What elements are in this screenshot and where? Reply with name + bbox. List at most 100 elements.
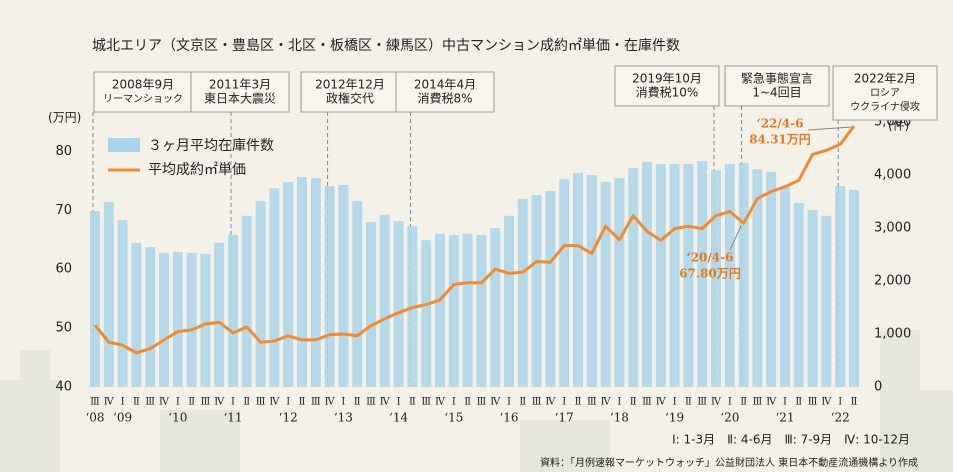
bar (517, 198, 528, 387)
x-tick-label: Ⅱ (188, 397, 195, 408)
legend-label: ３ヶ月平均在庫件数 (148, 137, 274, 154)
bar (835, 186, 846, 387)
x-tick-label: Ⅲ (808, 397, 818, 408)
bar (586, 175, 597, 387)
x-tick-label: Ⅳ (159, 397, 170, 408)
x-tick-label: Ⅲ (201, 397, 211, 408)
x-tick-label: Ⅰ (231, 397, 235, 408)
year-label: ‘22 (831, 411, 850, 425)
bar (849, 189, 859, 387)
bar (600, 181, 611, 387)
x-tick-label: Ⅰ (452, 397, 456, 408)
bar (628, 168, 639, 387)
bar (780, 186, 790, 387)
event-text: 消費税8% (417, 91, 472, 106)
year-label: ‘13 (334, 411, 353, 425)
bar (545, 190, 556, 387)
x-tick-label: Ⅱ (795, 397, 802, 408)
x-tick-label: Ⅳ (214, 397, 225, 408)
y2-tick-label: 3,000 (874, 221, 911, 236)
bar (228, 234, 238, 387)
bar (448, 234, 459, 387)
bar (90, 211, 100, 387)
bar (697, 161, 708, 387)
x-tick-label: Ⅰ (121, 397, 125, 408)
y2-axis-label: (件) (888, 119, 909, 133)
x-tick-label: Ⅱ (519, 397, 526, 408)
event-text: リーマンショック (103, 93, 183, 105)
event-text: 消費税10% (636, 85, 699, 100)
bar (752, 169, 763, 387)
x-tick-label: Ⅰ (838, 397, 842, 408)
event-text: 1~4回目 (752, 86, 801, 100)
event-text: ウクライナ侵攻 (850, 100, 920, 113)
legend-swatch (108, 138, 140, 152)
x-tick-label: Ⅳ (711, 397, 722, 408)
bar (200, 253, 211, 387)
year-label: ‘14 (389, 411, 408, 425)
bar (145, 247, 156, 387)
x-tick-label: Ⅲ (642, 397, 652, 408)
x-tick-label: Ⅳ (435, 397, 446, 408)
bar (366, 222, 376, 387)
year-label: ‘15 (444, 411, 463, 425)
bar (352, 200, 363, 387)
x-tick-label: Ⅳ (766, 397, 777, 408)
point-label: ‘22/4-6 (757, 117, 804, 131)
point-label: ‘20/4-6 (687, 251, 734, 265)
bar (669, 163, 680, 387)
y-tick-label: 40 (55, 380, 72, 395)
bar (338, 185, 349, 387)
x-tick-label: Ⅳ (380, 397, 391, 408)
year-label: ‘12 (279, 411, 298, 425)
x-tick-label: Ⅲ (532, 397, 542, 408)
y-tick-label: 70 (55, 203, 72, 218)
bar (476, 234, 487, 387)
x-tick-label: Ⅳ (104, 397, 115, 408)
x-tick-label: Ⅰ (617, 397, 621, 408)
x-tick-label: Ⅱ (630, 397, 637, 408)
x-tick-label: Ⅳ (269, 397, 280, 408)
year-label: ‘11 (223, 411, 242, 425)
x-tick-label: Ⅲ (145, 397, 155, 408)
year-label: ‘19 (665, 411, 684, 425)
x-tick-label: Ⅳ (545, 397, 556, 408)
bar (490, 228, 501, 387)
event-text: 2022年2月 (854, 72, 916, 86)
bar (683, 163, 694, 387)
x-tick-label: Ⅲ (477, 397, 487, 408)
event-box (395, 71, 495, 113)
x-tick-label: Ⅳ (821, 397, 832, 408)
bar (117, 220, 128, 387)
x-tick-label: Ⅳ (325, 397, 336, 408)
bar (241, 215, 252, 387)
x-tick-label: Ⅲ (587, 397, 597, 408)
event-box (300, 71, 400, 113)
x-tick-label: Ⅳ (656, 397, 667, 408)
x-tick-label: Ⅰ (176, 397, 180, 408)
point-label: 67.80万円 (679, 267, 741, 281)
event-text: 2008年9月 (112, 78, 174, 92)
event-text: 2011年3月 (209, 78, 271, 92)
bar (793, 203, 804, 387)
x-tick-label: Ⅱ (409, 397, 416, 408)
y-tick-label: 50 (55, 321, 72, 336)
event-box (93, 71, 193, 113)
x-tick-label: Ⅱ (243, 397, 250, 408)
bar (283, 181, 294, 387)
bar (738, 162, 749, 387)
x-tick-label: Ⅳ (601, 397, 612, 408)
x-tick-label: Ⅱ (354, 397, 361, 408)
event-text: 政権交代 (326, 91, 374, 106)
x-tick-label: Ⅰ (286, 397, 290, 408)
year-label: ‘08 (85, 411, 104, 425)
x-tick-label: Ⅲ (421, 397, 431, 408)
y2-tick-label: 1,000 (874, 327, 911, 342)
x-tick-label: Ⅱ (740, 397, 747, 408)
year-label: ‘20 (720, 411, 739, 425)
y2-tick-label: 0 (874, 380, 882, 395)
x-tick-label: Ⅲ (697, 397, 707, 408)
point-label: 84.31万円 (749, 133, 811, 147)
bar (103, 202, 114, 387)
